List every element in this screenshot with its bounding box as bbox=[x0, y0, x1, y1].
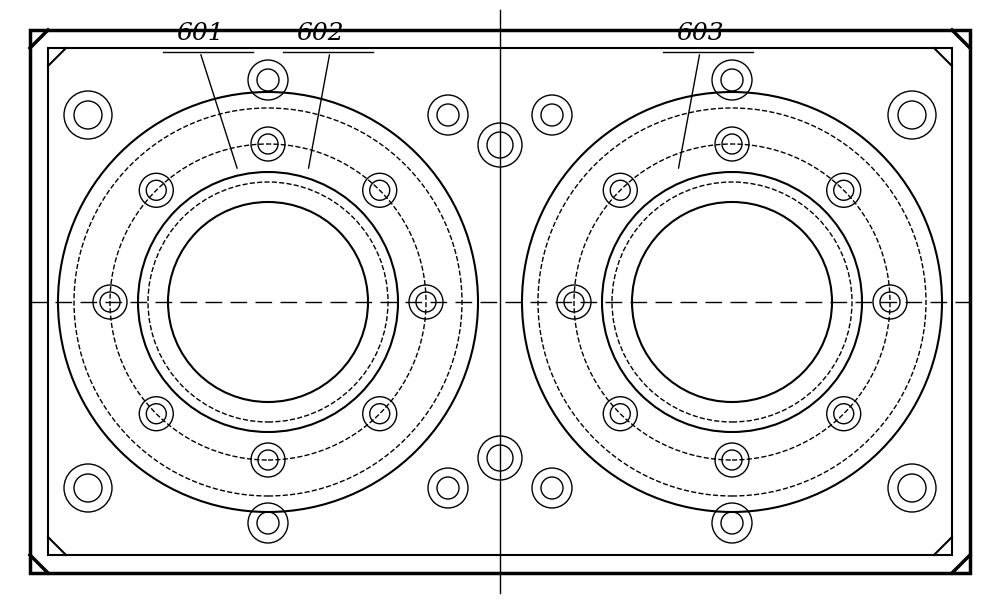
Text: 603: 603 bbox=[676, 22, 724, 45]
Text: 601: 601 bbox=[176, 22, 224, 45]
Bar bbox=[48, 48, 952, 555]
Text: 602: 602 bbox=[296, 22, 344, 45]
